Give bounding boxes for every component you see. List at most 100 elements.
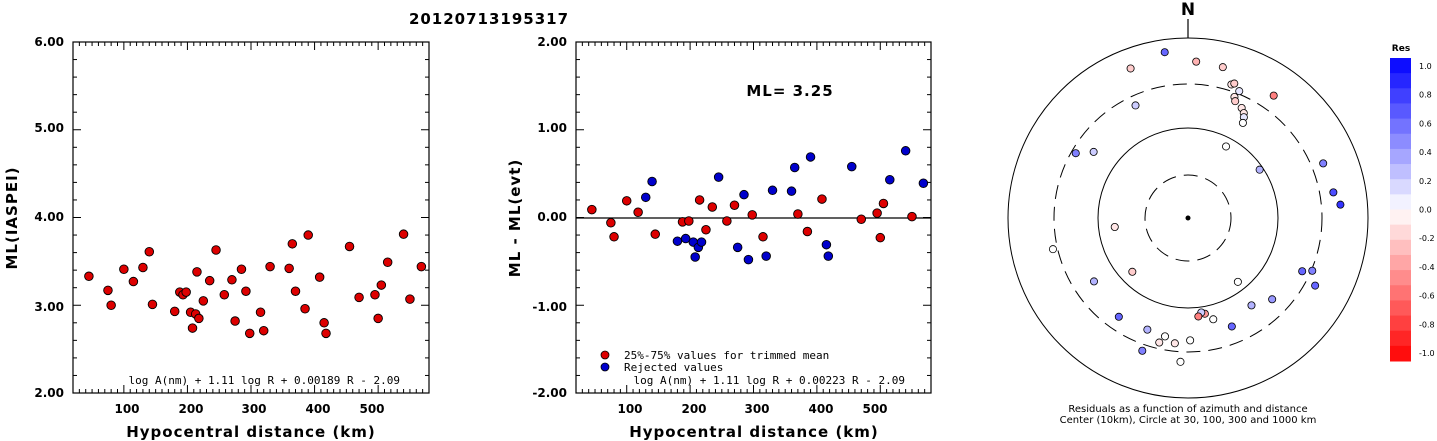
data-point <box>144 246 155 257</box>
station-point <box>1192 57 1201 66</box>
station-point <box>1222 142 1231 151</box>
data-point <box>761 251 771 261</box>
data-point <box>823 251 834 261</box>
legend: 25%-75% values for trimmed mean Rejected… <box>600 349 829 374</box>
data-point <box>817 194 827 204</box>
data-point <box>647 176 657 187</box>
data-point <box>694 195 705 205</box>
station-point <box>1329 188 1338 197</box>
data-point <box>900 146 911 156</box>
station-point <box>1194 312 1203 321</box>
colorbar-tick-label: -0.4 <box>1419 263 1435 272</box>
colorbar-cell <box>1390 103 1411 120</box>
data-point <box>194 313 204 324</box>
epicenter-dot <box>1185 215 1191 221</box>
data-point <box>802 226 813 237</box>
data-point <box>847 161 857 172</box>
data-point <box>758 232 768 242</box>
colorbar-cells <box>1390 58 1411 362</box>
data-point <box>739 189 749 200</box>
x-tick-label: 500 <box>359 402 384 416</box>
station-point <box>1255 165 1264 174</box>
data-point <box>147 299 158 310</box>
data-point <box>690 252 700 262</box>
colorbar-tick-label: 0.8 <box>1419 91 1432 100</box>
data-point <box>192 267 202 277</box>
data-point <box>211 245 221 255</box>
colorbar-cell <box>1390 148 1411 165</box>
colorbar-tick-label: -1.0 <box>1419 349 1435 358</box>
data-point <box>119 264 129 275</box>
colorbar-cell <box>1390 345 1411 362</box>
station-point <box>1089 147 1098 156</box>
data-point <box>885 175 895 185</box>
y-axis-label: ML - ML(evt) <box>506 159 524 277</box>
data-point <box>138 262 148 273</box>
colorbar-cell <box>1390 300 1411 317</box>
colorbar-tick-label: 1.0 <box>1419 62 1432 71</box>
data-point <box>707 202 718 212</box>
ml-annotation: ML= 3.25 <box>746 82 833 100</box>
colorbar: Res 1.0 0.8 0.6 0.4 0.2 0.0 -0.2 -0.4 -0.6 -0.8 -1… <box>1390 44 1435 362</box>
data-point <box>793 209 803 219</box>
panel-ml-residual: -2.00 -1.00 0.00 1.00 2.00 100 200 300 4… <box>506 35 932 441</box>
axis-ticks <box>576 41 931 394</box>
series-points <box>587 146 929 265</box>
station-point <box>1176 357 1185 366</box>
data-point <box>219 289 230 300</box>
y-tick-label: 2.00 <box>537 35 567 49</box>
y-tick-label: 6.00 <box>34 35 64 49</box>
y-tick-label: 1.00 <box>537 121 567 135</box>
data-point <box>255 307 266 318</box>
data-point <box>767 185 778 196</box>
x-tick-labels: 100 200 300 400 500 <box>114 402 384 416</box>
y-tick-label: 5.00 <box>34 121 64 135</box>
ring-30km <box>1144 174 1232 262</box>
north-label: N <box>1181 0 1195 20</box>
data-point <box>789 162 800 173</box>
ring-100km <box>1097 127 1279 309</box>
data-point <box>370 289 380 300</box>
formula: log A(nm) + 1.11 log R + 0.00223 R - 2.0… <box>633 374 905 387</box>
x-tick-label: 500 <box>862 402 887 416</box>
ring-300km <box>1053 83 1323 353</box>
colorbar-cell <box>1390 254 1411 271</box>
station-point <box>1311 281 1320 290</box>
colorbar-cell <box>1390 58 1411 74</box>
data-point <box>805 152 816 162</box>
y-tick-label: 4.00 <box>34 210 64 224</box>
data-point <box>821 239 832 250</box>
data-point <box>290 286 301 296</box>
data-point <box>398 229 409 239</box>
colorbar-cell <box>1390 133 1411 150</box>
x-tick-label: 300 <box>241 402 266 416</box>
station-point <box>1138 346 1147 355</box>
y-axis-label: ML(IASPEI) <box>3 166 21 269</box>
station-point <box>1089 277 1098 286</box>
colorbar-tick-label: -0.6 <box>1419 292 1435 301</box>
station-point <box>1298 267 1307 276</box>
colorbar-cell <box>1390 194 1411 210</box>
data-point <box>672 236 683 246</box>
legend-label-rejected: Rejected values <box>624 361 723 374</box>
colorbar-cell <box>1390 270 1411 286</box>
x-axis-label: Hypocentral distance (km) <box>629 423 879 441</box>
y-tick-label: 3.00 <box>34 300 64 314</box>
x-tick-label: 200 <box>178 402 203 416</box>
data-point <box>609 232 619 242</box>
station-point <box>1247 301 1256 310</box>
data-point <box>258 325 269 336</box>
data-point <box>382 257 393 268</box>
polar-plot: N Residuals as a function of azimuth and… <box>1007 0 1369 426</box>
data-point <box>344 241 355 252</box>
data-point <box>321 328 331 339</box>
data-point <box>303 230 313 240</box>
station-point <box>1218 63 1227 72</box>
colorbar-cell <box>1390 118 1411 135</box>
y-tick-label: -1.00 <box>532 300 567 314</box>
data-point <box>856 214 867 225</box>
y-tick-label: -2.00 <box>532 386 567 400</box>
axis-ticks <box>73 41 429 394</box>
data-point <box>128 276 139 287</box>
